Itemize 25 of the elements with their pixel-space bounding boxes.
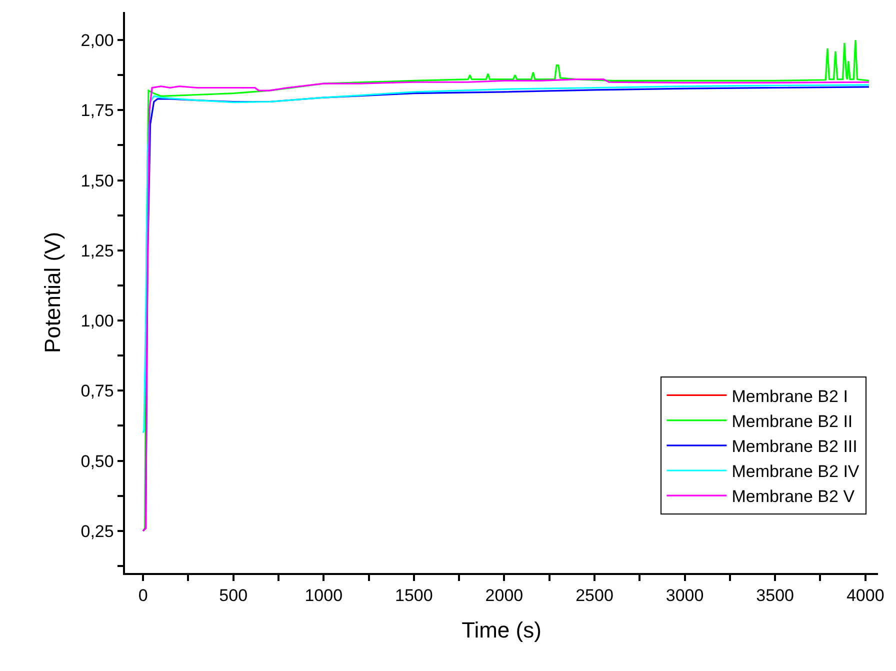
- y-tick-label: 1,75: [80, 101, 114, 120]
- y-tick-label: 0,25: [80, 522, 114, 541]
- x-tick-label: 0: [138, 586, 148, 606]
- legend-label: Membrane B2 III: [732, 437, 858, 456]
- y-tick-label: 0,75: [80, 382, 114, 401]
- y-tick-label: 1,25: [80, 241, 114, 260]
- x-tick-label: 4000: [846, 586, 884, 606]
- x-tick-label: 1000: [304, 586, 343, 606]
- y-axis-title: Potential (V): [40, 232, 66, 354]
- line-series: [142, 84, 870, 434]
- legend-label: Membrane B2 II: [732, 412, 853, 431]
- legend-label: Membrane B2 I: [732, 386, 848, 406]
- x-tick-label: 500: [219, 586, 248, 606]
- y-tick-label: 1,00: [80, 312, 114, 330]
- y-tick-label: 1,50: [80, 171, 114, 190]
- legend-label: Membrane B2 V: [732, 487, 856, 506]
- y-tick-label: 0,50: [80, 452, 114, 471]
- x-axis-title: Time (s): [462, 618, 542, 643]
- x-tick-label: 3000: [666, 586, 704, 606]
- legend-label: Membrane B2 IV: [732, 462, 860, 482]
- x-tick-label: 2500: [576, 586, 614, 606]
- x-tick-label: 3500: [756, 586, 794, 606]
- x-tick-label: 1500: [395, 586, 433, 606]
- x-tick-label: 2000: [485, 586, 524, 606]
- y-tick-label: 2,00: [80, 31, 114, 50]
